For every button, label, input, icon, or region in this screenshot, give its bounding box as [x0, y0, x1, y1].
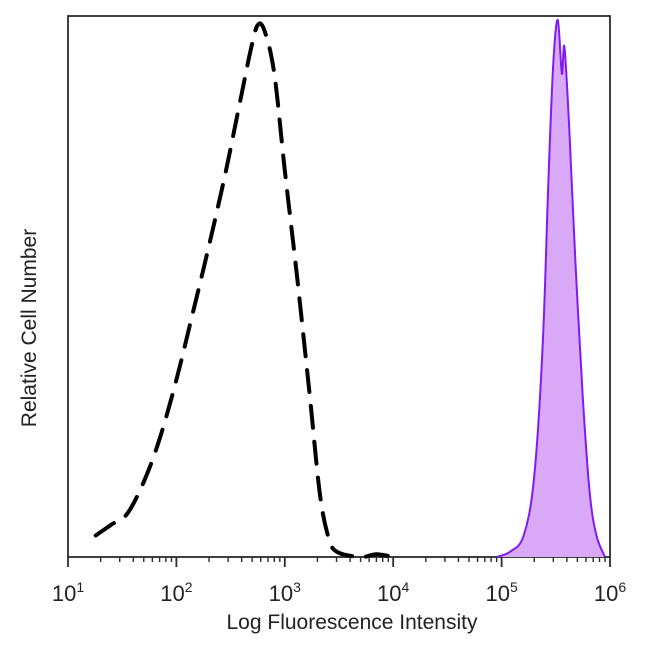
x-tick-label: 103 [269, 579, 301, 606]
x-tick-label: 106 [594, 579, 626, 606]
x-axis-ticks: 101 102 103 104 105 106 [52, 557, 626, 606]
series-1-outline [496, 18, 606, 558]
x-tick-label: 104 [377, 579, 409, 606]
series-1-fill [496, 19, 605, 558]
series-0-dashed-line [93, 21, 396, 560]
x-tick-label: 101 [52, 579, 84, 606]
x-tick-label: 102 [160, 579, 192, 606]
x-axis-title: Log Fluorescence Intensity [227, 611, 478, 634]
series-layer [93, 18, 606, 560]
x-tick-label: 105 [485, 579, 517, 606]
y-axis-title: Relative Cell Number [18, 229, 41, 427]
plot-frame [67, 15, 611, 558]
